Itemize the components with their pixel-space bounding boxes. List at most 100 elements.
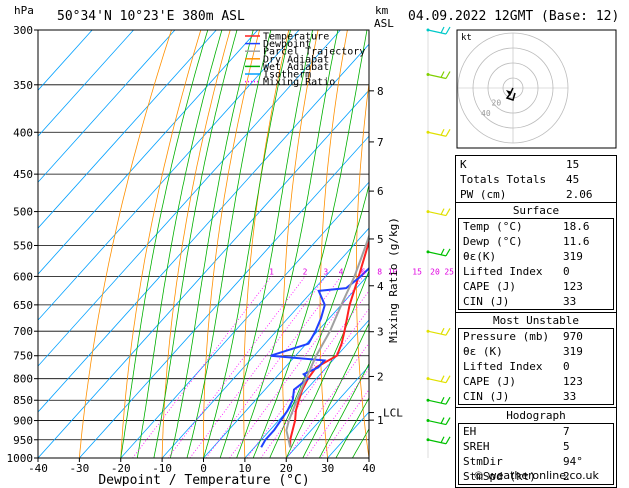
temp-tick-label: 10 xyxy=(238,462,251,475)
temp-tick-label: -10 xyxy=(152,462,172,475)
isotherm-line xyxy=(38,43,369,413)
index-row: EH 7 xyxy=(459,424,613,439)
index-label: CIN (J) xyxy=(463,390,510,403)
km-tick-label: 2 xyxy=(377,370,384,383)
pressure-tick-label: 450 xyxy=(13,168,33,181)
temp-tick-label: -40 xyxy=(28,462,48,475)
mixing-ratio-label: 1 xyxy=(269,267,274,276)
legend-label: Parcel Trajectory xyxy=(263,47,365,58)
mixing-ratio-line xyxy=(246,290,369,458)
hodograph-ring-label: 40 xyxy=(481,109,491,118)
mixing-ratio-label: 6 xyxy=(361,267,366,276)
series-parcel-trajectory xyxy=(285,233,369,448)
surface-section: Surface Temp (°C) 18.6 Dewp (°C) 11.6 θε(K) 3… xyxy=(455,202,617,312)
copyright-footer: © weatheronline.co.uk xyxy=(473,469,599,482)
hodograph-title: Hodograph xyxy=(506,409,566,422)
index-label: PW (cm) xyxy=(460,188,507,201)
wet-adiabat-line xyxy=(186,30,272,458)
dry-adiabat-line xyxy=(243,30,290,458)
mixing-ratio-line xyxy=(305,368,369,458)
index-label: Dewp (°C) xyxy=(463,235,523,248)
index-label: StmDir xyxy=(463,455,503,468)
location-title: 50°34'N 10°23'E 380m ASL xyxy=(57,9,245,24)
index-row: Lifted Index 0 xyxy=(459,359,613,374)
km-tick-label: 8 xyxy=(377,85,384,98)
mixing-ratio-axis-label: Mixing Ratio (g/kg) xyxy=(387,217,400,343)
asl-unit: ASL xyxy=(374,17,394,30)
pressure-tick-label: 800 xyxy=(13,373,33,386)
wet-adiabat-line xyxy=(269,183,369,458)
mixing-ratio-label: 10 xyxy=(388,267,398,276)
isotherm-line xyxy=(203,273,369,458)
temp-tick-label: 40 xyxy=(362,462,375,475)
index-label: Lifted Index xyxy=(463,265,543,278)
mixing-ratio-label: 25 xyxy=(444,267,454,276)
index-value: 94° xyxy=(563,455,583,468)
dry-adiabat-line xyxy=(355,80,369,458)
index-value: 123 xyxy=(563,375,583,388)
temp-tick-label: -20 xyxy=(111,462,131,475)
index-row: CAPE (J) 123 xyxy=(459,374,613,389)
index-row: StmSpd (kt) 2 xyxy=(459,469,613,484)
index-row: θε (K) 319 xyxy=(459,344,613,359)
pressure-tick-label: 1000 xyxy=(7,452,34,465)
wet-adiabat-line xyxy=(203,30,291,458)
legend-label: Isotherm xyxy=(263,70,311,81)
index-row: CIN (J) 33 xyxy=(459,389,613,404)
index-row: θε(K) 319 xyxy=(459,249,613,264)
pressure-tick-label: 300 xyxy=(13,24,33,37)
pressure-tick-label: 900 xyxy=(13,415,33,428)
general-indices: K 15 Totals Totals 45 PW (cm) 2.06 xyxy=(455,155,617,202)
dry-adiabat-line xyxy=(426,30,452,458)
index-value: 0 xyxy=(563,360,570,373)
isotherm-line xyxy=(38,30,134,137)
legend-label: Temperature xyxy=(263,32,329,43)
wind-barb xyxy=(426,26,451,35)
mixing-ratio-line xyxy=(132,276,272,458)
isotherm-line xyxy=(38,89,369,458)
index-value: 2 xyxy=(563,470,570,483)
legend-label: Dewpoint xyxy=(263,39,311,50)
temp-tick-label: 30 xyxy=(321,462,334,475)
dry-adiabat-line xyxy=(79,30,172,458)
pressure-tick-label: 500 xyxy=(13,206,33,219)
mixing-ratio-label: 15 xyxy=(412,267,422,276)
isotherm-line xyxy=(161,227,369,458)
mixing-ratio-line xyxy=(205,276,342,458)
pressure-tick-label: 350 xyxy=(13,79,33,92)
km-tick-label: 6 xyxy=(377,185,384,198)
index-row: StmDir 94° xyxy=(459,454,613,469)
lcl-label: LCL xyxy=(383,407,403,420)
index-value: 15 xyxy=(566,158,580,171)
index-label: CAPE (J) xyxy=(463,375,516,388)
index-label: θε (K) xyxy=(463,345,503,358)
isotherm-line xyxy=(79,135,369,458)
index-label: Lifted Index xyxy=(463,360,543,373)
index-label: Pressure (mb) xyxy=(463,330,550,343)
wet-adiabat-line xyxy=(219,30,313,458)
pressure-tick-label: 600 xyxy=(13,270,33,283)
isotherm-line xyxy=(38,30,217,229)
km-tick-label: 3 xyxy=(377,326,384,339)
most-unstable-title: Most Unstable xyxy=(492,314,580,327)
legend-label: Mixing Ratio xyxy=(263,77,335,88)
surface-rows: Temp (°C) 18.6 Dewp (°C) 11.6 θε(K) 319 Lifted… xyxy=(458,218,614,310)
mixing-ratio-line xyxy=(320,388,369,458)
mixing-ratio-label: 8 xyxy=(377,267,382,276)
km-tick-label: 1 xyxy=(377,414,384,427)
mixing-ratio-line xyxy=(260,308,369,458)
index-label: EH xyxy=(463,425,477,438)
dry-adiabat-line xyxy=(120,30,202,458)
surface-title: Surface xyxy=(512,204,560,217)
index-value: 2.06 xyxy=(566,188,593,201)
series-dewpoint xyxy=(260,267,369,448)
index-label: CAPE (J) xyxy=(463,280,516,293)
isotherm-line xyxy=(244,319,369,458)
km-tick-label: 5 xyxy=(377,233,384,246)
dry-adiabat-line xyxy=(161,30,231,458)
hodograph-rows: EH 7 SREH 5 StmDir 94° StmSpd (kt) 2 xyxy=(458,423,614,485)
wet-adiabat-line xyxy=(120,30,209,458)
temp-tick-label: -30 xyxy=(69,462,89,475)
index-value: 45 xyxy=(566,173,580,186)
